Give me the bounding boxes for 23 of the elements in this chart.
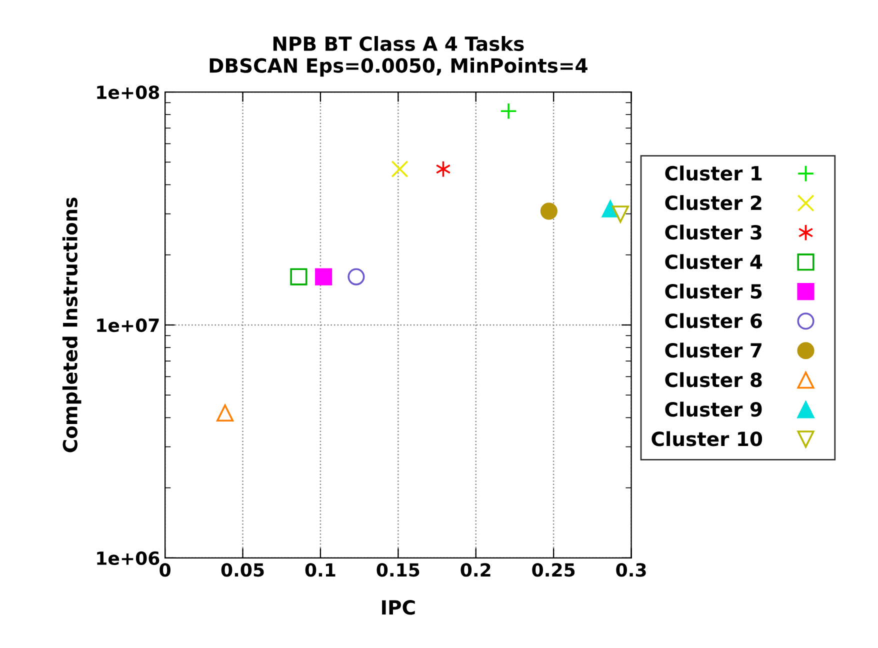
x-tick-label: 0.2 — [460, 563, 490, 577]
legend-label: Cluster 1 — [665, 166, 762, 181]
x-tick-label: 0 — [160, 563, 170, 577]
legend-label: Cluster 3 — [665, 224, 762, 240]
y-tick-label: 1e+06 — [97, 551, 160, 566]
x-axis-title: IPC — [382, 600, 415, 615]
legend-label: Cluster 5 — [665, 284, 762, 299]
legend-label: Cluster 2 — [665, 195, 762, 210]
y-axis-title: Completed Instructions — [62, 198, 82, 452]
y-tick-label: 1e+08 — [97, 85, 160, 100]
legend-label: Cluster 7 — [665, 342, 762, 358]
legend-label: Cluster 9 — [665, 402, 762, 417]
x-tick-label: 0.25 — [532, 563, 575, 577]
x-tick-label: 0.3 — [616, 563, 646, 577]
legend-label: Cluster 10 — [652, 431, 762, 446]
x-tick-label: 0.1 — [305, 563, 336, 577]
legend-label: Cluster 6 — [665, 313, 762, 328]
chart-title: NPB BT Class A 4 Tasks DBSCAN Eps=0.0050, MinPoints=4 — [210, 36, 588, 77]
x-tick-label: 0.05 — [221, 563, 264, 577]
legend-label: Cluster 4 — [665, 254, 762, 270]
legend-label: Cluster 8 — [665, 372, 762, 388]
y-tick-label: 1e+07 — [97, 318, 159, 332]
x-tick-label: 0.15 — [376, 563, 420, 577]
